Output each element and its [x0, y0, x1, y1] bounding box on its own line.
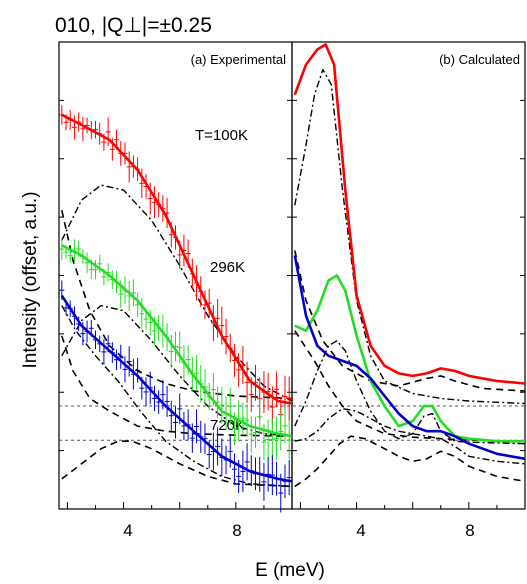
fit-curve-calculated-296K [294, 274, 525, 443]
fit-curve-calculated-100K [293, 43, 526, 385]
dashed-curve-experimental-720K [61, 440, 293, 488]
y-axis-label: Intensity (offset, a.u.) [20, 191, 41, 368]
chart-marks [59, 43, 526, 513]
fit-curve-experimental-720K [60, 294, 293, 483]
dashdot-curve-calculated-720K [294, 407, 526, 465]
dashdot-curve-calculated-100K [294, 68, 526, 405]
panel-calculated: (b) Calculated 4 8 [291, 41, 526, 540]
dashed-curve-experimental-296K [61, 335, 293, 437]
fit-curve-experimental-296K [61, 244, 293, 438]
temp-label-296k: 296K [210, 259, 245, 276]
panel-experimental: (a) Experimental T=100K 296K 720K 4 8 [58, 41, 293, 540]
x-tick-label-4-b: 4 [356, 521, 365, 540]
x-axis-label: E (meV) [255, 560, 325, 581]
temp-label-100k: T=100K [195, 127, 248, 144]
dashed-curve-calculated-720K [294, 435, 526, 488]
x-tick-label-4-a: 4 [123, 521, 132, 540]
panel-a-frame [58, 41, 293, 510]
panel-a-label: (a) Experimental [191, 52, 286, 67]
panel-b-frame [291, 41, 526, 510]
dashdot-curve-experimental-296K [61, 304, 293, 437]
dashdot-curve-experimental-720K [61, 305, 293, 488]
chart-title: 010, |Q⊥|=±0.25 [55, 14, 212, 37]
dashdot-curve-experimental-100K [61, 184, 293, 402]
fit-curve-experimental-100K [61, 113, 293, 405]
x-tick-label-8-b: 8 [465, 521, 474, 540]
panel-b-label: (b) Calculated [439, 52, 520, 67]
dashed-curve-calculated-296K [294, 330, 526, 442]
dashed-curve-calculated-100K [294, 250, 526, 392]
x-tick-label-8-a: 8 [232, 521, 241, 540]
fit-curve-calculated-720K [293, 255, 526, 461]
